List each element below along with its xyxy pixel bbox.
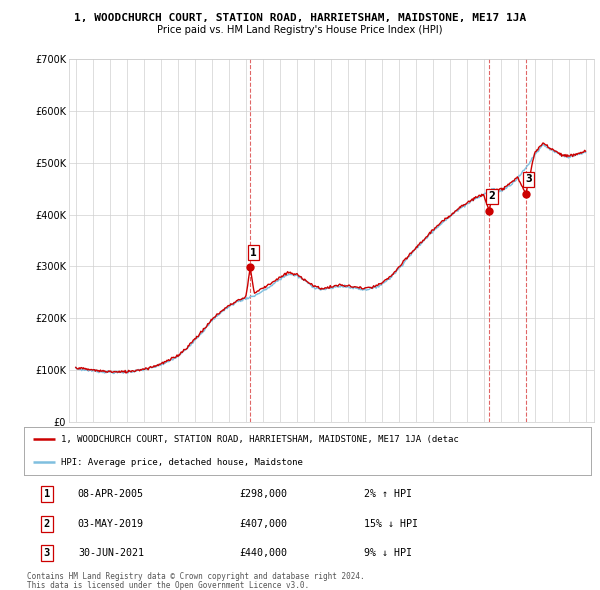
Text: 2: 2: [488, 191, 495, 201]
Text: 15% ↓ HPI: 15% ↓ HPI: [364, 519, 418, 529]
Text: 08-APR-2005: 08-APR-2005: [78, 489, 144, 499]
Text: 9% ↓ HPI: 9% ↓ HPI: [364, 548, 412, 558]
Text: 3: 3: [44, 548, 50, 558]
Text: 1, WOODCHURCH COURT, STATION ROAD, HARRIETSHAM, MAIDSTONE, ME17 1JA (detac: 1, WOODCHURCH COURT, STATION ROAD, HARRI…: [61, 435, 458, 444]
Text: 3: 3: [525, 174, 532, 184]
Text: £407,000: £407,000: [239, 519, 287, 529]
Text: 1: 1: [250, 248, 257, 258]
Text: £298,000: £298,000: [239, 489, 287, 499]
Text: £440,000: £440,000: [239, 548, 287, 558]
Text: 2: 2: [44, 519, 50, 529]
Text: Contains HM Land Registry data © Crown copyright and database right 2024.: Contains HM Land Registry data © Crown c…: [27, 572, 365, 581]
Text: 30-JUN-2021: 30-JUN-2021: [78, 548, 144, 558]
Text: HPI: Average price, detached house, Maidstone: HPI: Average price, detached house, Maid…: [61, 458, 303, 467]
Text: 2% ↑ HPI: 2% ↑ HPI: [364, 489, 412, 499]
Text: This data is licensed under the Open Government Licence v3.0.: This data is licensed under the Open Gov…: [27, 581, 309, 589]
Text: 1, WOODCHURCH COURT, STATION ROAD, HARRIETSHAM, MAIDSTONE, ME17 1JA: 1, WOODCHURCH COURT, STATION ROAD, HARRI…: [74, 13, 526, 23]
Text: 1: 1: [44, 489, 50, 499]
Text: Price paid vs. HM Land Registry's House Price Index (HPI): Price paid vs. HM Land Registry's House …: [157, 25, 443, 35]
Text: 03-MAY-2019: 03-MAY-2019: [78, 519, 144, 529]
